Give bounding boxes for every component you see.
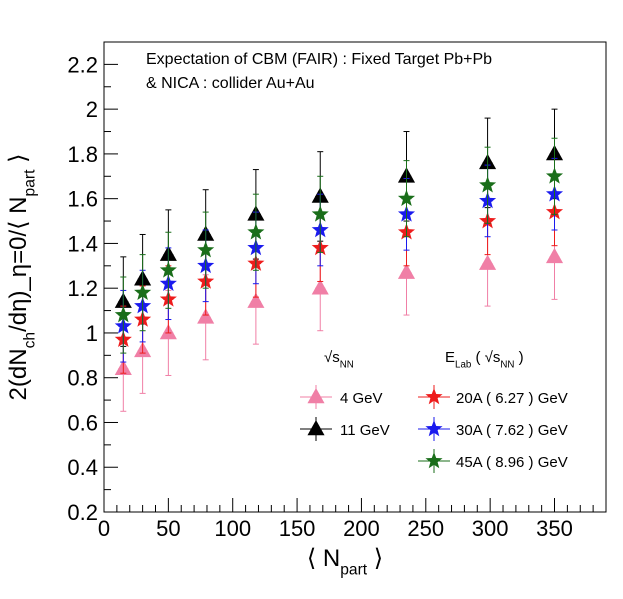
- y-tick-label: 0.6: [67, 410, 98, 435]
- y-tick-label: 1.4: [67, 231, 98, 256]
- plot-frame: [103, 41, 607, 513]
- y-tick-label: 1.2: [67, 276, 98, 301]
- axis-ticks: [103, 63, 594, 513]
- legend-left-entries: 4 GeV 11 GeV: [300, 385, 390, 441]
- x-tick-labels: 0 50 100 150 200 250 300 350: [98, 516, 573, 541]
- legend-label: 11 GeV: [340, 422, 390, 439]
- data-point: [397, 189, 416, 206]
- series-4: [114, 137, 564, 354]
- legend-marker: [425, 452, 443, 469]
- legend-label: 45A ( 8.96 ) GeV: [456, 454, 568, 471]
- legend: √sNN ELab ( √sNN ) 4 GeV 11 GeV 20A ( 6.2…: [300, 349, 568, 473]
- data-point: [247, 292, 265, 308]
- data-point: [197, 241, 215, 258]
- data-point: [159, 261, 177, 278]
- data-point: [114, 306, 132, 323]
- legend-label: 20A ( 6.27 ) GeV: [456, 390, 568, 407]
- y-tick-labels: 0.2 0.4 0.6 0.8 1 1.2 1.4 1.6 1.8 2 2.2: [67, 52, 98, 525]
- y-tick-label: 1.8: [67, 142, 98, 167]
- annotation-line-1: Expectation of CBM (FAIR) : Fixed Target…: [146, 51, 492, 68]
- y-tick-label: 1: [86, 321, 98, 346]
- data-point: [479, 254, 497, 270]
- legend-marker: [307, 420, 325, 436]
- legend-label: 30A ( 7.62 ) GeV: [456, 422, 568, 439]
- y-tick-label: 0.4: [67, 455, 98, 480]
- data-point: [247, 223, 265, 240]
- x-tick-label: 300: [472, 516, 509, 541]
- x-tick-label: 50: [156, 516, 180, 541]
- legend-marker: [307, 388, 325, 404]
- legend-label: 4 GeV: [340, 390, 383, 407]
- x-tick-label: 200: [343, 516, 380, 541]
- x-axis-title: ⟨ Npart ⟩: [307, 545, 383, 578]
- y-tick-label: 0.2: [67, 500, 98, 525]
- legend-marker: [425, 388, 443, 405]
- data-point: [545, 167, 564, 184]
- y-tick-label: 2.2: [67, 52, 98, 77]
- data-point: [311, 205, 329, 222]
- legend-right-entries: 20A ( 6.27 ) GeV 30A ( 7.62 ) GeV 45A ( 8.…: [418, 385, 568, 473]
- data-point: [134, 283, 152, 300]
- data-point: [545, 247, 564, 264]
- y-tick-label: 1.6: [67, 187, 98, 212]
- x-tick-label: 100: [214, 516, 251, 541]
- x-tick-label: 150: [279, 516, 316, 541]
- y-axis-title: 2(dNch/dη)_η=0/⟨ Npart ⟩: [5, 154, 38, 401]
- y-tick-label: 2: [86, 97, 98, 122]
- legend-header-right: ELab ( √sNN ): [445, 349, 524, 370]
- annotation-line-2: & NICA : collider Au+Au: [146, 75, 315, 92]
- y-tick-label: 0.8: [67, 366, 98, 391]
- data-point: [197, 308, 215, 324]
- legend-header-left: √sNN: [324, 349, 354, 370]
- data-point: [397, 263, 416, 279]
- data-points: [114, 108, 564, 412]
- x-tick-label: 0: [98, 516, 110, 541]
- data-point: [479, 176, 497, 193]
- x-tick-label: 250: [407, 516, 444, 541]
- data-point: [311, 279, 329, 295]
- x-tick-label: 350: [536, 516, 573, 541]
- legend-marker: [425, 420, 443, 437]
